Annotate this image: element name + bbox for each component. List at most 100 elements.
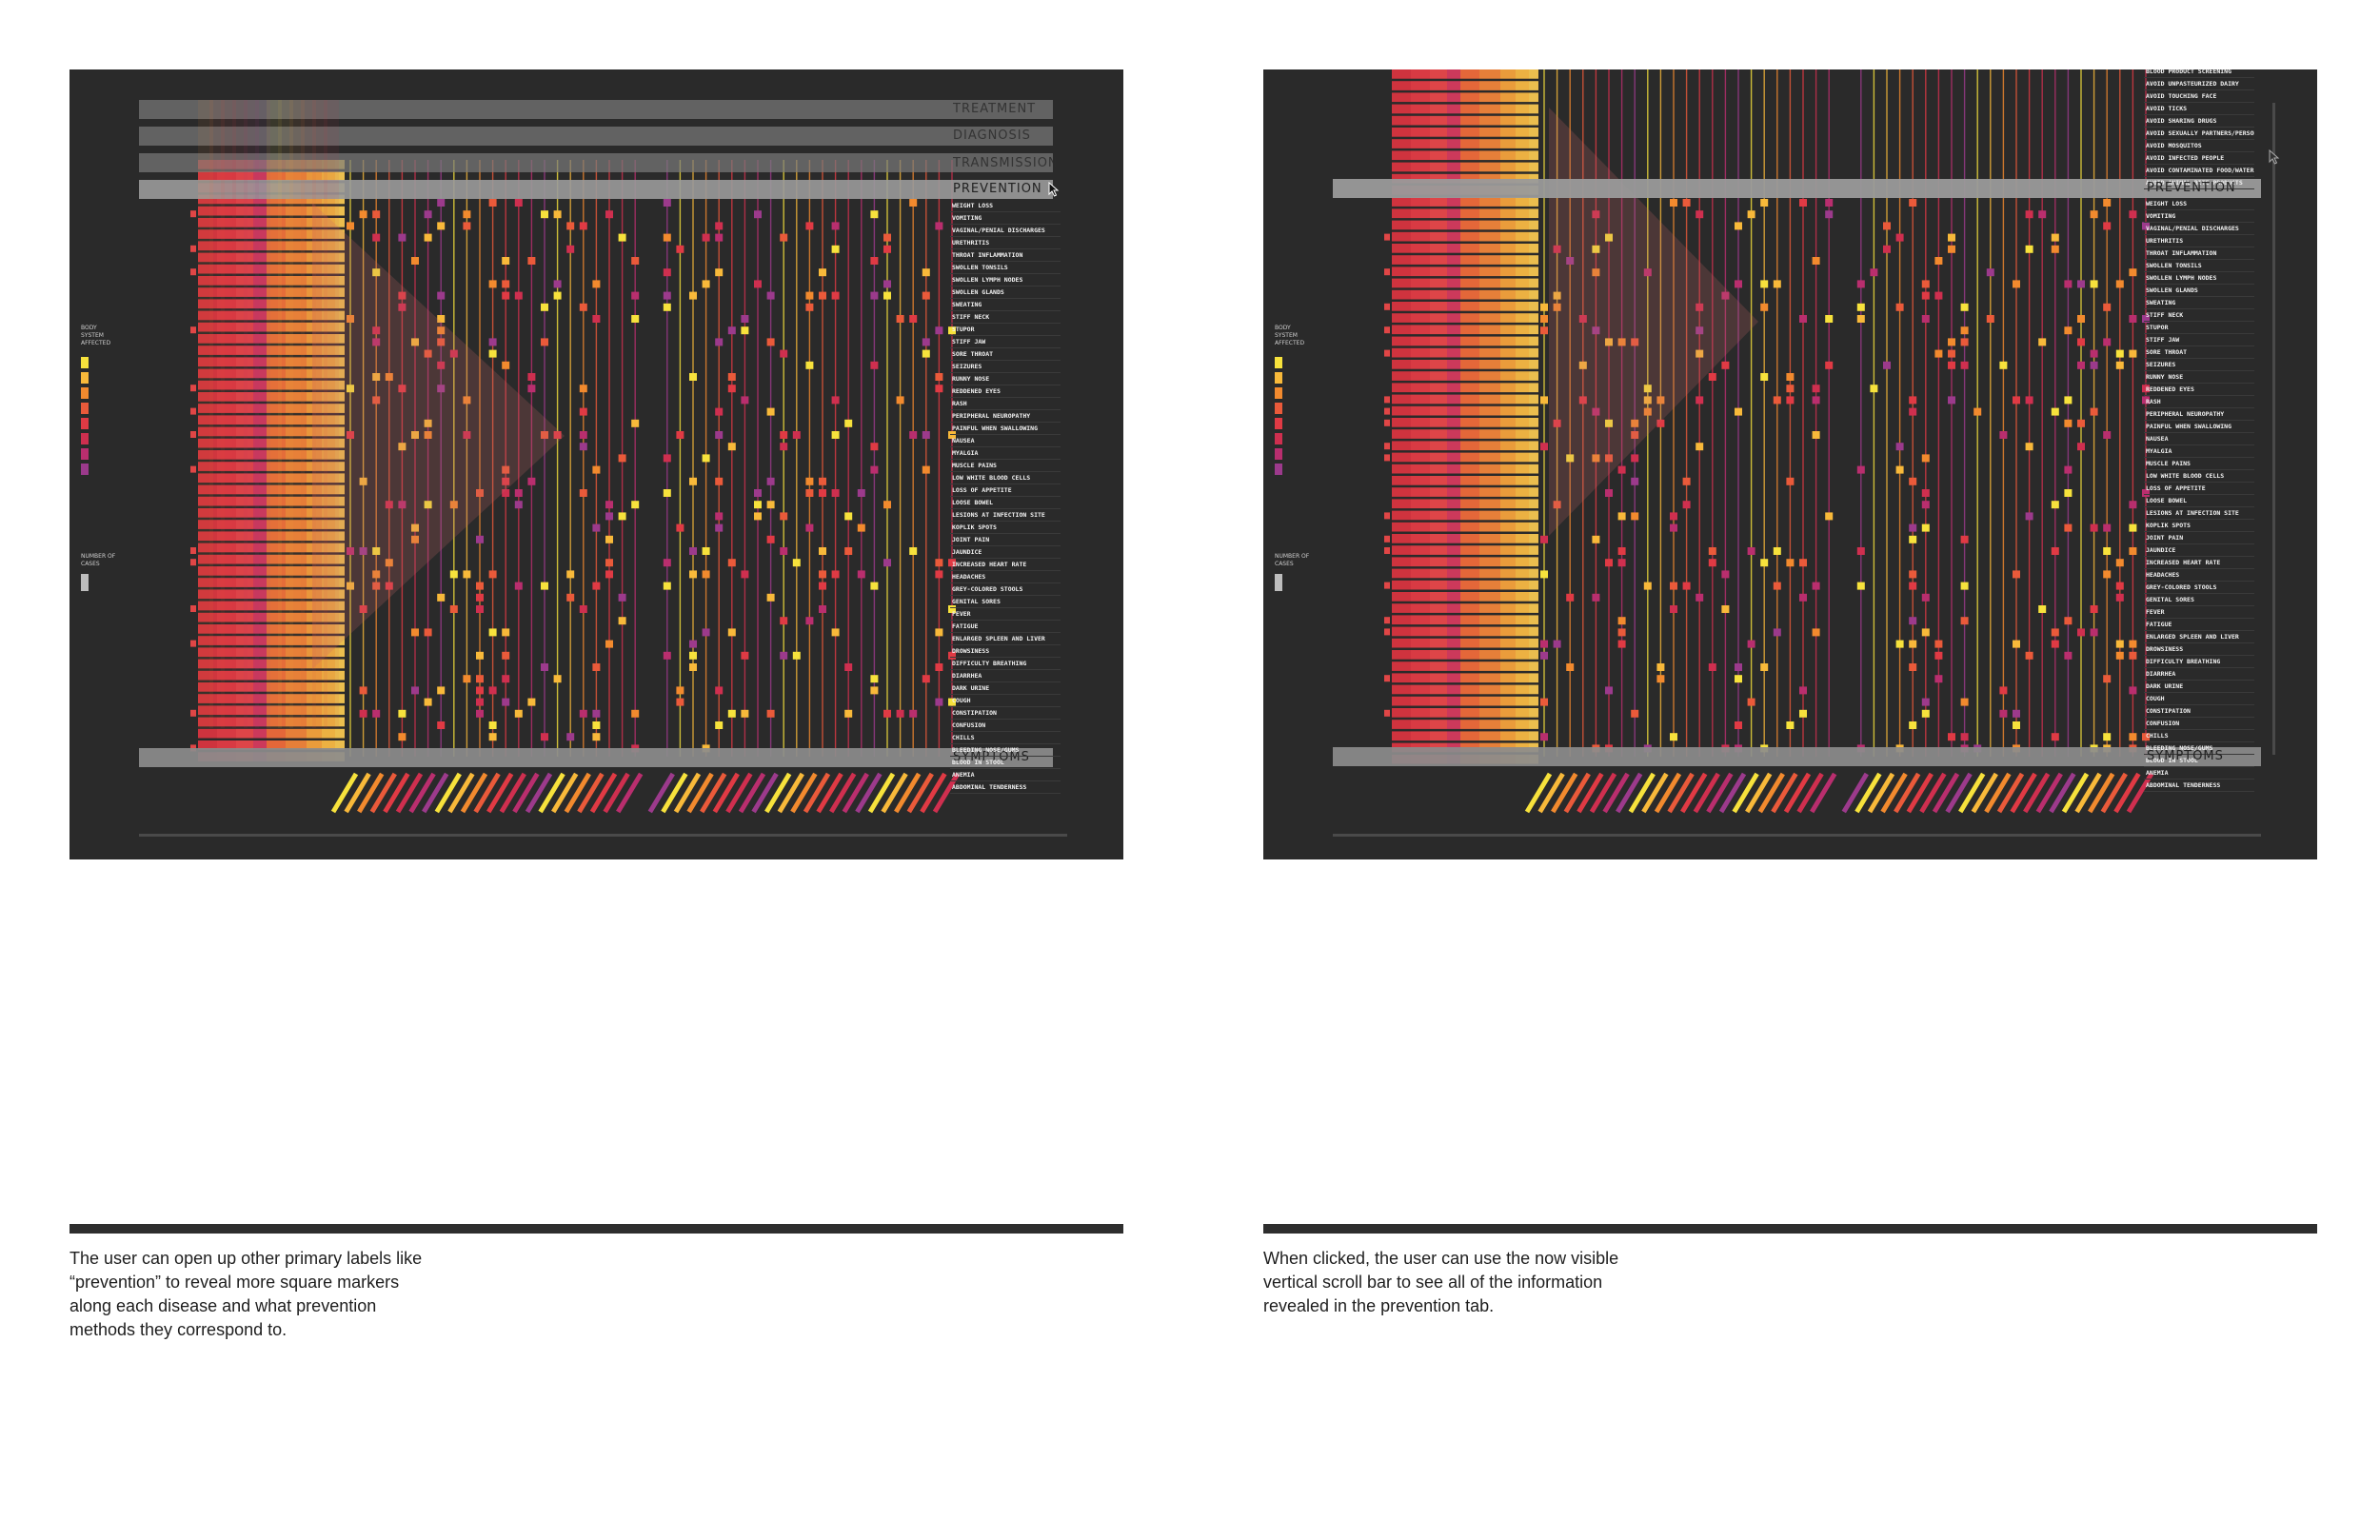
symptom-label[interactable]: BLOOD IN STOOL <box>950 757 1061 769</box>
symptom-label[interactable]: SWOLLEN TONSILS <box>950 262 1061 274</box>
prevention-item-label[interactable]: AVOID TICKS <box>2144 103 2254 115</box>
disease-matrix-right[interactable] <box>1263 69 2317 859</box>
tab-diagnosis[interactable]: DIAGNOSIS <box>953 128 1031 143</box>
symptom-label[interactable]: CONSTIPATION <box>2144 705 2254 718</box>
prevention-item-label[interactable]: AVOID ANIMAL BITE PRODUCTS <box>2144 177 2254 189</box>
symptom-label[interactable]: CONFUSION <box>950 720 1061 732</box>
symptom-label[interactable]: SWOLLEN LYMPH NODES <box>950 274 1061 286</box>
symptom-label[interactable]: SWEATING <box>2144 297 2254 309</box>
symptom-label[interactable]: MUSCLE PAINS <box>950 460 1061 472</box>
symptom-label[interactable]: JAUNDICE <box>2144 544 2254 557</box>
symptom-label[interactable]: ABDOMINAL TENDERNESS <box>950 781 1061 794</box>
symptom-label[interactable]: WEIGHT LOSS <box>2144 198 2254 210</box>
symptom-label[interactable]: INCREASED HEART RATE <box>950 559 1061 571</box>
symptom-label[interactable]: CHILLS <box>950 732 1061 744</box>
symptom-label[interactable]: DROWSINESS <box>950 645 1061 658</box>
prevention-item-label[interactable]: BLOOD PRODUCT SCREENING <box>2144 69 2254 78</box>
symptom-label[interactable]: REDDENED EYES <box>2144 384 2254 396</box>
symptom-label[interactable]: WEIGHT LOSS <box>950 200 1061 212</box>
symptom-label[interactable]: SWOLLEN GLANDS <box>2144 285 2254 297</box>
symptom-label[interactable]: PERIPHERAL NEUROPATHY <box>2144 408 2254 421</box>
symptom-label[interactable]: STIFF JAW <box>2144 334 2254 346</box>
symptom-label[interactable]: STUPOR <box>2144 322 2254 334</box>
symptom-label[interactable]: PERIPHERAL NEUROPATHY <box>950 410 1061 423</box>
symptom-label[interactable]: DIARRHEA <box>950 670 1061 682</box>
symptom-label[interactable]: KOPLIK SPOTS <box>950 522 1061 534</box>
symptom-label[interactable]: STIFF NECK <box>2144 309 2254 322</box>
symptom-label[interactable]: LOW WHITE BLOOD CELLS <box>2144 470 2254 483</box>
symptom-label[interactable]: MYALGIA <box>950 447 1061 460</box>
symptom-label[interactable]: CONSTIPATION <box>950 707 1061 720</box>
prevention-item-label[interactable]: AVOID MOSQUITOS <box>2144 140 2254 152</box>
symptom-label[interactable]: LOSS OF APPETITE <box>950 484 1061 497</box>
symptom-label[interactable]: LOOSE BOWEL <box>2144 495 2254 507</box>
symptom-label[interactable]: DIFFICULTY BREATHING <box>950 658 1061 670</box>
symptom-label[interactable]: THROAT INFLAMMATION <box>2144 247 2254 260</box>
symptom-label[interactable]: MYALGIA <box>2144 445 2254 458</box>
symptom-label[interactable]: VAGINAL/PENIAL DISCHARGES <box>950 225 1061 237</box>
symptom-label[interactable]: VOMITING <box>950 212 1061 225</box>
symptom-label[interactable]: STIFF NECK <box>950 311 1061 324</box>
symptom-label[interactable]: THROAT INFLAMMATION <box>950 249 1061 262</box>
symptom-label[interactable]: URETHRITIS <box>950 237 1061 249</box>
symptom-label[interactable]: CONFUSION <box>2144 718 2254 730</box>
tab-symptoms[interactable]: SYMPTOMS <box>953 750 1030 764</box>
symptom-label[interactable]: NAUSEA <box>950 435 1061 447</box>
symptom-label[interactable]: ENLARGED SPLEEN AND LIVER <box>950 633 1061 645</box>
symptom-label[interactable]: DIARRHEA <box>2144 668 2254 681</box>
tab-prevention[interactable]: PREVENTION <box>2147 181 2236 195</box>
prevention-item-label[interactable]: AVOID CONTAMINATED FOOD/WATER <box>2144 165 2254 177</box>
symptom-label[interactable]: FATIGUE <box>2144 619 2254 631</box>
symptom-label[interactable]: NAUSEA <box>2144 433 2254 445</box>
symptom-label[interactable]: CHILLS <box>2144 730 2254 742</box>
symptom-label[interactable]: HEADACHES <box>2144 569 2254 582</box>
symptom-label[interactable]: INCREASED HEART RATE <box>2144 557 2254 569</box>
symptom-label[interactable]: SWOLLEN GLANDS <box>950 286 1061 299</box>
prevention-item-label[interactable]: AVOID SHARING DRUGS <box>2144 115 2254 128</box>
symptom-label[interactable]: GENITAL SORES <box>950 596 1061 608</box>
symptom-label[interactable]: FATIGUE <box>950 621 1061 633</box>
symptom-label[interactable]: ANEMIA <box>2144 767 2254 780</box>
disease-matrix-left[interactable] <box>69 69 1123 859</box>
symptom-label[interactable]: VAGINAL/PENIAL DISCHARGES <box>2144 223 2254 235</box>
symptom-label[interactable]: STIFF JAW <box>950 336 1061 348</box>
prevention-item-label[interactable]: AVOID INFECTED PEOPLE <box>2144 152 2254 165</box>
symptom-label[interactable]: BLEEDING NOSE/GUMS <box>950 744 1061 757</box>
symptom-label[interactable]: DIFFICULTY BREATHING <box>2144 656 2254 668</box>
symptom-label[interactable]: DARK URINE <box>950 682 1061 695</box>
symptom-label[interactable]: LOSS OF APPETITE <box>2144 483 2254 495</box>
tab-transmission[interactable]: TRANSMISSION <box>953 156 1059 170</box>
symptom-label[interactable]: RUNNY NOSE <box>950 373 1061 385</box>
symptom-label[interactable]: ANEMIA <box>950 769 1061 781</box>
tab-treatment[interactable]: TREATMENT <box>953 102 1037 116</box>
vertical-scrollbar[interactable] <box>2272 103 2275 755</box>
symptom-label[interactable]: FEVER <box>950 608 1061 621</box>
prevention-item-label[interactable]: AVOID UNPASTEURIZED DAIRY <box>2144 78 2254 90</box>
symptom-label[interactable]: RASH <box>950 398 1061 410</box>
symptom-label[interactable]: LOOSE BOWEL <box>950 497 1061 509</box>
symptom-label[interactable]: SWOLLEN TONSILS <box>2144 260 2254 272</box>
symptom-label[interactable]: SWOLLEN LYMPH NODES <box>2144 272 2254 285</box>
symptom-label[interactable]: STUPOR <box>950 324 1061 336</box>
symptom-label[interactable]: GENITAL SORES <box>2144 594 2254 606</box>
symptom-label[interactable]: MUSCLE PAINS <box>2144 458 2254 470</box>
symptom-label[interactable]: GREY-COLORED STOOLS <box>950 583 1061 596</box>
symptom-label[interactable]: URETHRITIS <box>2144 235 2254 247</box>
symptom-label[interactable]: LESIONS AT INFECTION SITE <box>950 509 1061 522</box>
symptom-label[interactable]: VOMITING <box>2144 210 2254 223</box>
symptom-label[interactable]: KOPLIK SPOTS <box>2144 520 2254 532</box>
prevention-item-label[interactable]: AVOID TOUCHING FACE <box>2144 90 2254 103</box>
symptom-label[interactable]: RUNNY NOSE <box>2144 371 2254 384</box>
symptom-label[interactable]: DARK URINE <box>2144 681 2254 693</box>
symptom-label[interactable]: LOW WHITE BLOOD CELLS <box>950 472 1061 484</box>
symptom-label[interactable]: SORE THROAT <box>2144 346 2254 359</box>
symptom-label[interactable]: JOINT PAIN <box>950 534 1061 546</box>
symptom-label[interactable]: BLOOD IN STOOL <box>2144 755 2254 767</box>
symptom-label[interactable]: BLEEDING NOSE/GUMS <box>2144 742 2254 755</box>
symptom-label[interactable]: ABDOMINAL TENDERNESS <box>2144 780 2254 792</box>
symptom-label[interactable]: COUGH <box>2144 693 2254 705</box>
symptom-label[interactable]: SORE THROAT <box>950 348 1061 361</box>
prevention-item-label[interactable]: AVOID SEXUALLY PARTNERS/PERSONS <box>2144 128 2254 140</box>
symptom-label[interactable]: PAINFUL WHEN SWALLOWING <box>950 423 1061 435</box>
symptom-label[interactable]: LESIONS AT INFECTION SITE <box>2144 507 2254 520</box>
